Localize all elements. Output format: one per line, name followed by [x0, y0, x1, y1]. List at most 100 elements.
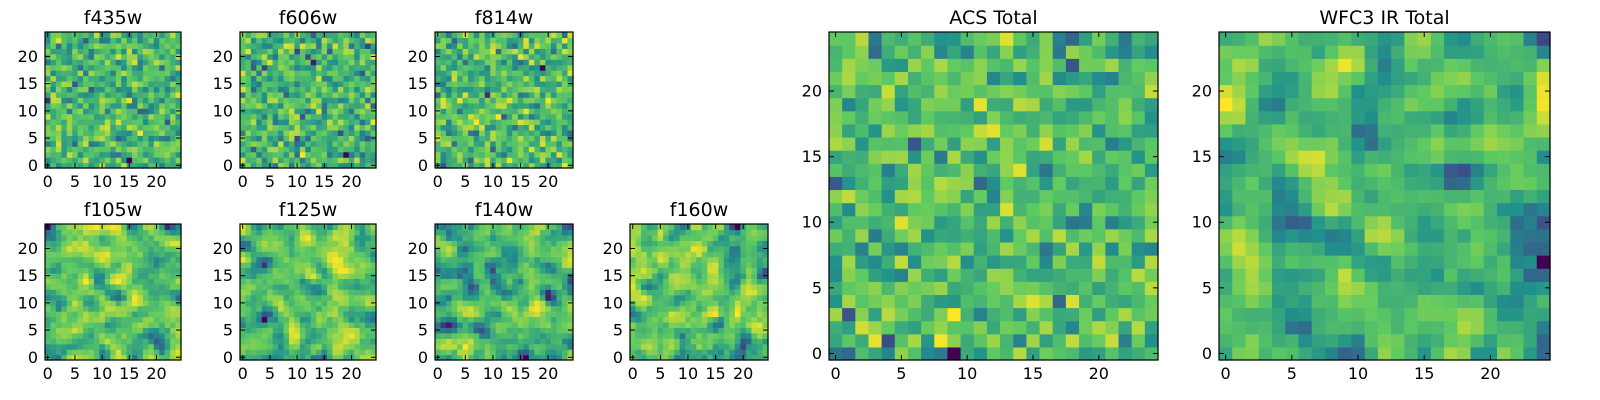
x-tick-label: 10 [92, 364, 112, 383]
heatmap-cell [316, 349, 323, 356]
heatmap-cell [132, 332, 139, 339]
heatmap-cell [652, 224, 659, 231]
heatmap-cell [457, 97, 464, 104]
heatmap-cell [50, 86, 57, 93]
heatmap-cell [278, 316, 285, 323]
heatmap-cell [110, 108, 117, 115]
heatmap-cell [288, 338, 295, 345]
heatmap-cell [93, 86, 100, 93]
heatmap-cell [729, 278, 736, 285]
heatmap-cell [512, 234, 519, 241]
heatmap-cell [539, 283, 546, 290]
heatmap-cell [457, 135, 464, 142]
heatmap-cell [479, 119, 486, 126]
heatmap-cell [1092, 333, 1106, 348]
heatmap-cell [299, 229, 306, 236]
heatmap-cell [756, 262, 764, 269]
heatmap-cell [701, 343, 708, 350]
heatmap-cell [354, 42, 361, 49]
heatmap-cell [512, 157, 519, 164]
heatmap-cell [267, 97, 274, 104]
heatmap-cell [512, 251, 519, 258]
heatmap-cell [457, 224, 464, 231]
heatmap-cell [495, 64, 502, 71]
axes-frame [629, 223, 769, 361]
heatmap-cell [55, 70, 62, 77]
heatmap-cell [641, 229, 648, 236]
heatmap-cell [305, 146, 312, 153]
heatmap-cell [729, 245, 736, 252]
heatmap-cell [473, 80, 480, 87]
heatmap-cell [299, 338, 306, 345]
heatmap-cell [240, 48, 247, 55]
x-tick-label: 0 [628, 364, 638, 383]
heatmap-cell [539, 240, 546, 247]
heatmap-cell [561, 59, 569, 66]
heatmap-cell [93, 97, 100, 104]
heatmap-cell [451, 135, 458, 142]
heatmap-cell [175, 234, 182, 241]
heatmap-cell [305, 251, 312, 258]
heatmap-cell [663, 245, 670, 252]
heatmap-cell [272, 48, 279, 55]
heatmap-cell [473, 70, 480, 77]
heatmap-cell [490, 119, 497, 126]
heatmap-cell [61, 146, 68, 153]
heatmap-cell [506, 64, 513, 71]
heatmap-cell [740, 229, 747, 236]
heatmap-cell [479, 240, 486, 247]
heatmap-cell [734, 272, 741, 279]
heatmap-cell [77, 224, 84, 231]
heatmap-cell [121, 240, 128, 247]
heatmap-cell [164, 53, 171, 60]
heatmap-cell [855, 320, 870, 335]
heatmap-cell [523, 86, 530, 93]
heatmap-cell [446, 332, 453, 339]
heatmap-cell [523, 48, 530, 55]
heatmap-cell [348, 262, 355, 269]
heatmap-cell [316, 354, 323, 361]
heatmap-cell [462, 119, 469, 126]
heatmap-cell [512, 135, 519, 142]
heatmap-cell [272, 305, 279, 312]
heatmap-cell [175, 349, 182, 356]
heatmap-cell [88, 245, 95, 252]
heatmap-cell [148, 146, 155, 153]
heatmap-cell [829, 268, 843, 282]
heatmap-cell [343, 146, 350, 153]
heatmap-cell [696, 305, 703, 312]
heatmap-cell [462, 321, 469, 328]
heatmap-cell [446, 124, 453, 131]
heatmap-cell [316, 283, 323, 290]
heatmap-cell [462, 151, 469, 158]
heatmap-cell [256, 327, 263, 334]
heatmap-cell [479, 338, 486, 345]
heatmap-cell [512, 162, 519, 169]
heatmap-cell [556, 53, 563, 60]
heatmap-cell [148, 272, 155, 279]
heatmap-cell [148, 119, 155, 126]
heatmap-cell [272, 300, 279, 307]
heatmap-cell [132, 37, 139, 44]
heatmap-cell [679, 245, 686, 252]
heatmap-cell [657, 251, 664, 258]
heatmap-cell [104, 272, 111, 279]
heatmap-cell [245, 102, 252, 109]
heatmap-cell [1000, 346, 1014, 361]
heatmap-cell [370, 321, 377, 328]
heatmap-cell [545, 321, 552, 328]
heatmap-cell [506, 349, 513, 356]
heatmap-cell [696, 294, 703, 301]
heatmap-cell [77, 157, 84, 164]
heatmap-cell [365, 305, 372, 312]
heatmap-cell [250, 327, 257, 334]
heatmap-cell [66, 251, 73, 258]
heatmap-cell [701, 300, 708, 307]
heatmap-cell [310, 327, 317, 334]
heatmap-cell [663, 311, 670, 318]
heatmap-cell [332, 37, 339, 44]
x-tick-label: 0 [238, 172, 248, 191]
heatmap-cell [1013, 294, 1027, 309]
heatmap-cell [712, 234, 719, 241]
heatmap-cell [142, 245, 149, 252]
